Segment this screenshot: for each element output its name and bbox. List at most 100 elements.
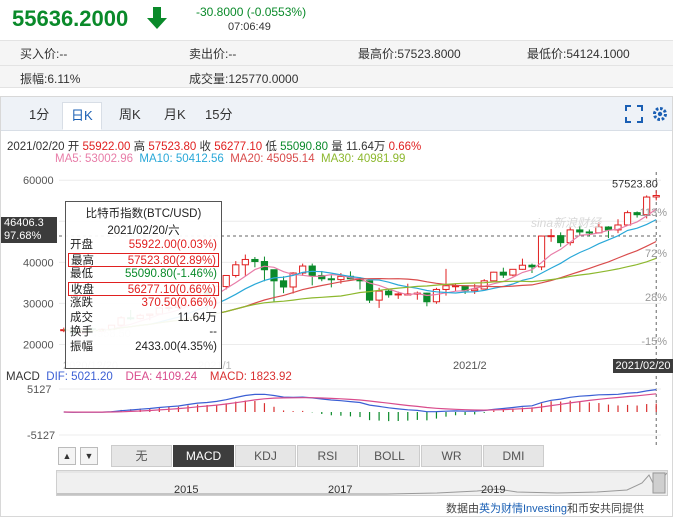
indicator-kdj[interactable]: KDJ [235, 445, 296, 467]
candle-body [652, 195, 660, 198]
tooltip-row: 振幅 2433.00(4.35%) [68, 340, 219, 355]
last-price: 55636.2000 [12, 6, 129, 31]
range-year-2015: 2015 [174, 484, 199, 496]
fullscreen-icon[interactable] [625, 105, 643, 123]
range-year-2017: 2017 [328, 484, 353, 496]
tooltip-row-key: 涨跌 [70, 297, 93, 309]
tooltip-row: 最低 55090.80(-1.46%) [68, 267, 219, 282]
ma30-label: MA30: 40981.99 [321, 153, 406, 165]
high-label: 高 [133, 141, 146, 153]
open-label: 开 [67, 141, 80, 153]
footer-provider-link[interactable]: 英为财情Investing [479, 503, 568, 515]
price-change: -30.8000 (-0.0553%) [196, 5, 307, 19]
macd-chart [59, 388, 661, 436]
info-row-1: 买入价:-- 卖出价:-- 最高价:57523.8000 最低价:54124.1… [0, 41, 673, 65]
candle-body [232, 264, 240, 276]
candle-body [623, 212, 632, 226]
indicator-boll[interactable]: BOLL [359, 445, 420, 467]
candle-body [499, 271, 507, 276]
tab-1min[interactable]: 1分 [29, 107, 50, 122]
tooltip-row: 最高 57523.80(2.89%) [68, 252, 219, 267]
high-value: 57523.80 [148, 141, 197, 153]
pct-value: 0.66% [388, 141, 422, 153]
indicator-none[interactable]: 无 [111, 445, 172, 467]
low-value: 55090.80 [280, 141, 329, 153]
max-price-label: 57523.80 [612, 178, 658, 190]
candle-body [375, 290, 383, 301]
dea-value: DEA: 4109.24 [125, 371, 198, 383]
tooltip-row-key: 最低 [70, 268, 93, 280]
indicator-wr[interactable]: WR [421, 445, 482, 467]
amplitude: 振幅:6.11% [20, 72, 81, 86]
vol-label: 量 [331, 141, 343, 153]
candle-body [490, 271, 498, 282]
candle-body [633, 212, 641, 216]
pct-axis-tick: 72% [645, 248, 667, 260]
tab-15min[interactable]: 15分 [205, 107, 233, 122]
ma20-label: MA20: 45095.14 [230, 153, 315, 165]
indicator-rsi[interactable]: RSI [297, 445, 358, 467]
close-label: 收 [199, 141, 212, 153]
indicator-macd[interactable]: MACD [173, 445, 234, 467]
indicator-dmi[interactable]: DMI [483, 445, 544, 467]
settings-icon[interactable] [651, 105, 669, 123]
candle-body [509, 268, 517, 276]
period-tabs: 1分 日K 周K 月K 15分 [1, 97, 672, 131]
ohlc-tooltip: 比特币指数(BTC/USD) 2021/02/20/六 开盘 55922.00(0… [65, 201, 222, 369]
candle-body [222, 274, 230, 288]
quote-info-table: 买入价:-- 卖出价:-- 最高价:57523.8000 最低价:54124.1… [0, 40, 673, 88]
tooltip-row: 成交 11.64万 [68, 311, 219, 326]
tooltip-row: 涨跌 370.50(0.66%) [68, 296, 219, 311]
candle-body [471, 288, 479, 292]
pct-axis-tick: 113% [640, 207, 668, 219]
bid-price: 买入价:-- [20, 47, 68, 61]
tooltip-row-value: 2433.00(4.35%) [135, 340, 217, 353]
candle-body [518, 264, 527, 270]
candle-body [337, 275, 345, 281]
tooltip-row-value: 11.64万 [177, 311, 217, 324]
quote-time: 07:06:49 [228, 21, 271, 33]
price-axis-tick: 20000 [23, 339, 54, 351]
candle-body [643, 196, 651, 216]
macd-value: MACD: 1823.92 [209, 371, 292, 383]
price-axis-tick: 60000 [23, 175, 54, 187]
chart-panel: 1分 日K 周K 月K 15分 2021/02/20 开 55922.00 高 … [0, 96, 673, 517]
tab-weekly-k[interactable]: 周K [119, 107, 141, 122]
tooltip-row: 收盘 56277.10(0.66%) [68, 281, 219, 296]
tab-daily-k[interactable]: 日K [62, 102, 102, 130]
low-label: 低 [265, 141, 277, 153]
tooltip-row-value: 55922.00(0.03%) [128, 239, 217, 251]
candle-body [557, 235, 565, 244]
info-row-2: 振幅:6.11% 成交量:125770.0000 [0, 65, 673, 89]
tab-monthly-k[interactable]: 月K [164, 107, 186, 122]
candle-body [547, 235, 555, 238]
volume: 成交量:125770.0000 [189, 72, 299, 86]
tooltip-row-key: 最高 [71, 254, 94, 267]
tooltip-row-key: 换手 [70, 326, 93, 338]
candle-body [537, 235, 546, 268]
tooltip-row-key: 收盘 [71, 283, 94, 296]
prev-button[interactable]: ▲ [58, 447, 76, 465]
next-button[interactable]: ▼ [80, 447, 98, 465]
candle-body [385, 290, 393, 296]
tooltip-date: 2021/02/20/六 [107, 225, 180, 237]
quote-header: 55636.2000 -30.8000 (-0.0553%) 07:06:49 [0, 0, 673, 40]
vol-value: 11.64万 [345, 141, 386, 153]
candle-body [442, 285, 450, 290]
range-selector[interactable] [56, 470, 668, 496]
candle-body [585, 231, 593, 234]
tooltip-row-value: 56277.10(0.66%) [127, 283, 216, 296]
range-year-2019: 2019 [481, 484, 506, 496]
candle-body [365, 280, 374, 301]
tooltip-row-value: 370.50(0.66%) [141, 297, 217, 309]
candle-body [327, 278, 335, 281]
chart-grid [59, 172, 661, 447]
tooltip-row: 换手 -- [68, 325, 219, 340]
low-price: 最低价:54124.1000 [527, 47, 630, 61]
dea-line [63, 393, 657, 413]
ask-price: 卖出价:-- [189, 47, 237, 61]
range-sparkline [57, 471, 668, 495]
ma-legend: MA5: 53002.96 MA10: 50412.56 MA20: 45095… [55, 153, 405, 165]
cursor-pct-label: 97.68% [1, 230, 57, 243]
price-axis-tick: 30000 [23, 298, 54, 310]
